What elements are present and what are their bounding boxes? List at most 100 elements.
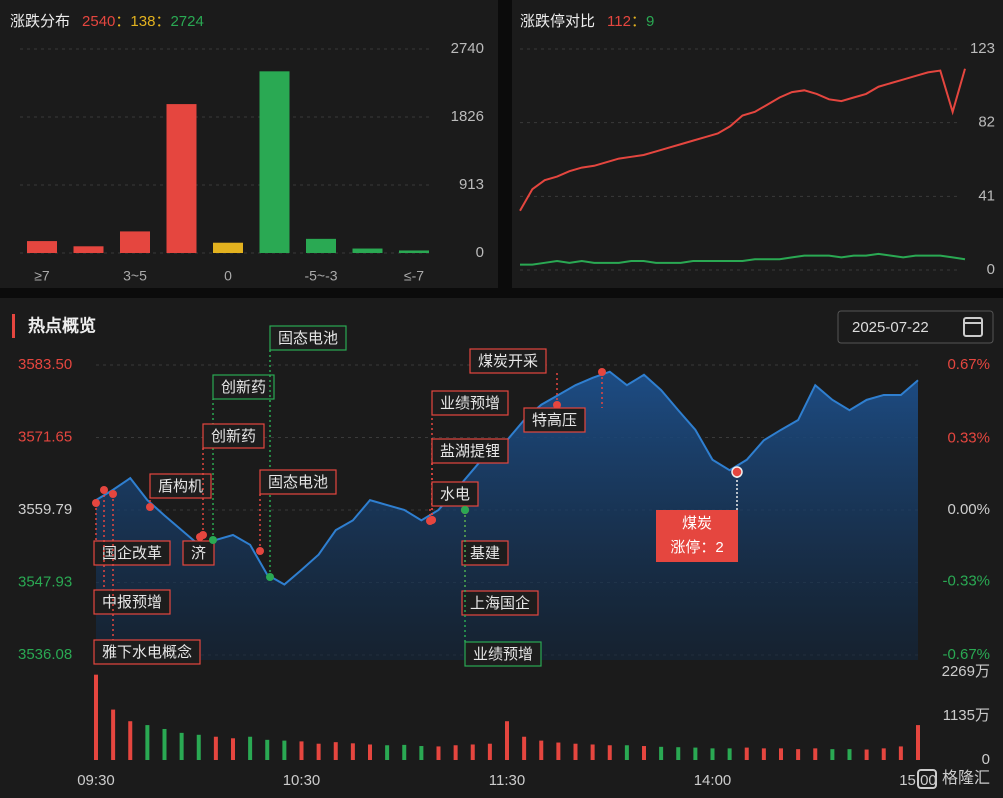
- volume-tick-label: 2269万: [942, 663, 990, 680]
- y-tick-label: 82: [978, 114, 995, 131]
- annotation-label: 上海国企: [470, 594, 530, 612]
- annotation-box: [93, 540, 171, 566]
- y-tick-label: 41: [978, 187, 995, 204]
- bar: [120, 231, 150, 253]
- calendar-icon[interactable]: [963, 317, 983, 337]
- annotation-box: [461, 590, 539, 616]
- volume-bar: [761, 748, 766, 760]
- x-tick-label: 0: [224, 268, 232, 284]
- volume-bar: [333, 742, 338, 760]
- x-tick-label: ≤-7: [404, 268, 424, 284]
- header-count: 2540: [82, 13, 115, 30]
- volume-tick-label: 0: [982, 751, 990, 768]
- annotation-box: [523, 407, 586, 433]
- panel-header: 涨跌分布 2540：138：2724: [10, 13, 204, 30]
- volume-bar: [128, 721, 133, 760]
- volume-bar: [624, 745, 629, 760]
- tooltip-title: 煤炭: [682, 515, 712, 532]
- volume-bar: [162, 728, 167, 760]
- annotation-dot: [426, 517, 434, 525]
- bar: [166, 104, 197, 254]
- volume-bar: [864, 749, 869, 760]
- volume-bar: [898, 746, 903, 760]
- volume-bar: [196, 734, 201, 760]
- y-tick-label: 0: [987, 261, 995, 278]
- volume-bar: [847, 749, 852, 760]
- volume-bar: [145, 725, 150, 760]
- volume-bar: [522, 736, 527, 760]
- bar: [73, 246, 104, 253]
- annotation-box: [93, 589, 171, 615]
- header-count: 2724: [170, 13, 203, 30]
- volume-bar: [385, 745, 390, 760]
- annotation-label: 固态电池: [278, 330, 338, 347]
- volume-bar: [693, 747, 698, 760]
- date-picker[interactable]: 2025-07-22: [837, 310, 994, 344]
- bar: [352, 248, 383, 253]
- price-area: [96, 371, 918, 660]
- y2-tick-label: 0.33%: [947, 430, 990, 447]
- tooltip-dot: [731, 466, 743, 478]
- annotation-label: 固态电池: [268, 474, 328, 491]
- annotation-dot: [146, 503, 154, 511]
- volume-bar: [350, 743, 355, 760]
- annotation-label: 雅下水电概念: [102, 643, 192, 661]
- date-box[interactable]: [837, 310, 994, 344]
- annotation-box: [202, 423, 265, 449]
- annotation-dot: [199, 531, 207, 539]
- x-tick-label: 14:00: [694, 772, 732, 789]
- date-text[interactable]: 2025-07-22: [852, 319, 929, 336]
- volume-bar: [402, 744, 407, 760]
- volume-bar: [179, 732, 184, 760]
- header-separator: ：: [115, 13, 130, 30]
- annotation-box: [182, 540, 215, 566]
- volume-bar: [727, 748, 732, 760]
- annotation-label: 创新药: [211, 428, 256, 445]
- y2-tick-label: -0.67%: [942, 646, 990, 663]
- annotation-box: [212, 374, 275, 400]
- annotation-label: 国企改革: [102, 544, 162, 562]
- logo-icon: [917, 769, 937, 789]
- y-tick-label: 913: [459, 176, 484, 193]
- panel: [512, 0, 1003, 288]
- x-tick-label: 3~5: [123, 268, 147, 284]
- annotation-label: 基建: [470, 545, 500, 562]
- annotation-label: 盾构机: [158, 478, 203, 495]
- bar: [399, 250, 429, 253]
- y2-tick-label: 0.67%: [947, 356, 990, 373]
- volume-bar: [419, 746, 424, 760]
- volume-bar: [111, 709, 116, 760]
- volume-bar: [573, 743, 578, 760]
- annotation-dot: [100, 486, 108, 494]
- volume-bar: [282, 740, 287, 760]
- bar: [306, 238, 336, 253]
- y-tick-label: 2740: [451, 40, 484, 57]
- annotation-dot: [209, 536, 217, 544]
- panel-title: 热点概览: [28, 315, 96, 335]
- header-separator: ：: [631, 13, 646, 30]
- annotation-box: [461, 540, 509, 566]
- volume-bar: [916, 725, 920, 760]
- bar: [27, 241, 57, 253]
- volume-bar: [316, 743, 321, 760]
- y-tick-label: 3571.65: [18, 428, 72, 445]
- annotation-box: [259, 469, 337, 495]
- annotation-label: 中报预增: [102, 594, 162, 611]
- y-tick-label: 123: [970, 40, 995, 57]
- y-tick-label: 3536.08: [18, 646, 72, 663]
- volume-bar: [813, 748, 818, 760]
- annotation-dot: [553, 401, 561, 409]
- annotation-label: 盐湖提锂: [440, 443, 500, 460]
- volume-bar: [94, 674, 98, 760]
- volume-bar: [607, 745, 612, 760]
- volume-bar: [470, 744, 475, 760]
- tooltip-text: 涨停：2: [670, 539, 723, 556]
- annotation-dot: [266, 573, 274, 581]
- volume-tick-label: 1135万: [943, 707, 990, 724]
- x-tick-label: 10:30: [283, 772, 321, 789]
- header-title: 涨跌分布: [10, 13, 70, 30]
- header-count: 9: [646, 13, 654, 30]
- volume-bar: [213, 736, 218, 760]
